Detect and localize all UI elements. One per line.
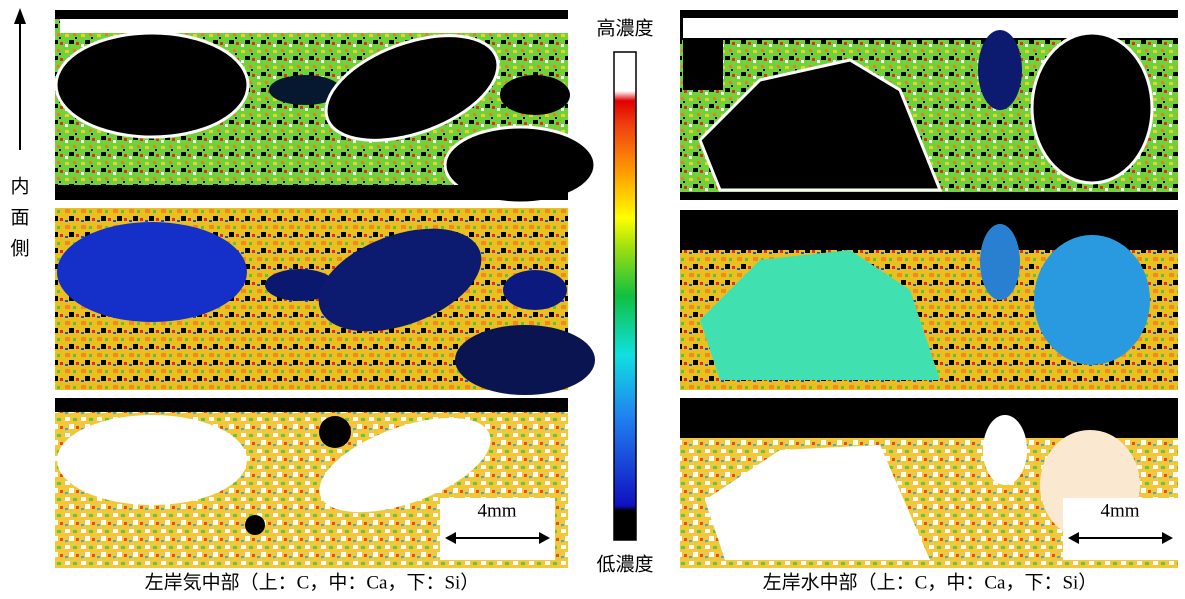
caption: 左岸水中部（上：C，中：Ca，下：Si） — [763, 571, 1098, 593]
map-c-left — [55, 10, 595, 203]
scale-high: 高濃度 — [596, 17, 653, 39]
scale-label: 4mm — [477, 500, 516, 521]
scale-bar: 4mm — [440, 498, 555, 560]
figure: 内 面 側 4mm — [0, 0, 1185, 599]
arrow-head — [14, 8, 26, 24]
map-ca-right — [680, 210, 1178, 390]
side-label: 側 — [10, 237, 29, 259]
scale-label: 4mm — [1100, 500, 1139, 521]
map-ca-left — [55, 208, 595, 395]
scale-low: 低濃度 — [596, 553, 653, 575]
color-bar — [614, 52, 636, 540]
caption: 左岸気中部（上：C，中：Ca，下：Si） — [145, 571, 480, 593]
scale-bar: 4mm — [1063, 498, 1178, 560]
side-label: 面 — [10, 207, 29, 228]
map-c-right — [680, 10, 1178, 200]
side-label: 内 — [10, 175, 29, 197]
